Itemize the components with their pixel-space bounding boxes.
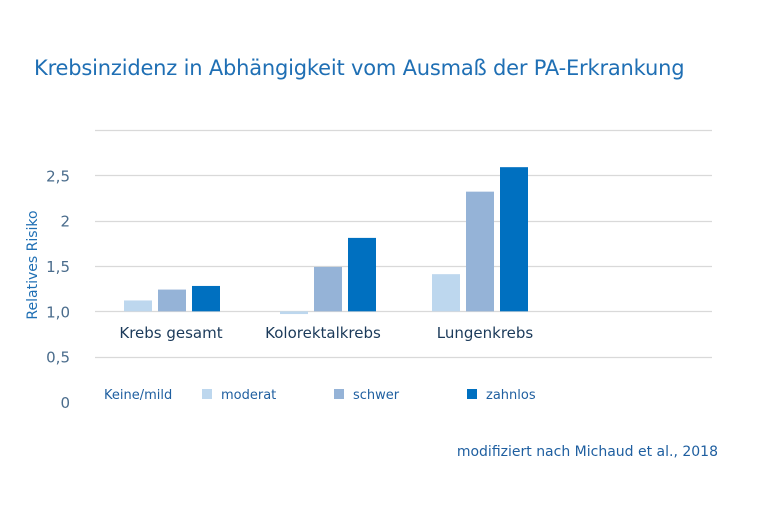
y-tick-label: 1,0 bbox=[46, 303, 70, 321]
bar-schwer bbox=[158, 289, 186, 312]
bar-schwer bbox=[314, 266, 342, 312]
legend-reference-label: Keine/mild bbox=[104, 388, 172, 403]
bar-zahnlos bbox=[500, 167, 528, 312]
legend-label-zahnlos: zahnlos bbox=[486, 388, 536, 403]
category-label: Kolorektalkrebs bbox=[265, 324, 381, 342]
category-labels: Krebs gesamt Kolorektalkrebs Lungenkrebs bbox=[119, 324, 533, 342]
category-label: Krebs gesamt bbox=[119, 324, 222, 342]
chart-title: Krebsinzidenz in Abhängigkeit vom Ausmaß… bbox=[34, 56, 685, 80]
legend: Keine/mild moderat schwer zahnlos bbox=[104, 388, 536, 403]
bar-moderat bbox=[432, 274, 460, 312]
y-tick-label: 0 bbox=[60, 394, 70, 412]
category-label: Lungenkrebs bbox=[437, 324, 534, 342]
y-tick-label: 2 bbox=[60, 213, 70, 231]
y-tick-label: 1,5 bbox=[46, 258, 70, 276]
bar-zahnlos bbox=[348, 237, 376, 312]
y-tick-label: 2,5 bbox=[46, 167, 70, 185]
legend-swatch-schwer bbox=[334, 389, 344, 399]
legend-swatch-moderat bbox=[202, 389, 212, 399]
y-axis-label: Relatives Risiko bbox=[25, 210, 41, 319]
bar-moderat bbox=[124, 300, 152, 312]
gridlines bbox=[95, 129, 712, 359]
source-note: modifiziert nach Michaud et al., 2018 bbox=[456, 444, 718, 460]
bar-zahnlos bbox=[192, 285, 220, 312]
y-tick-label: 0,5 bbox=[46, 349, 70, 367]
y-axis-ticks: 0 0,5 1,0 1,5 2 2,5 bbox=[46, 167, 70, 412]
bar-moderat bbox=[280, 311, 308, 315]
legend-swatch-zahnlos bbox=[467, 389, 477, 399]
legend-label-moderat: moderat bbox=[221, 388, 276, 403]
bars bbox=[124, 167, 528, 315]
legend-label-schwer: schwer bbox=[353, 388, 400, 403]
bar-schwer bbox=[466, 191, 494, 312]
